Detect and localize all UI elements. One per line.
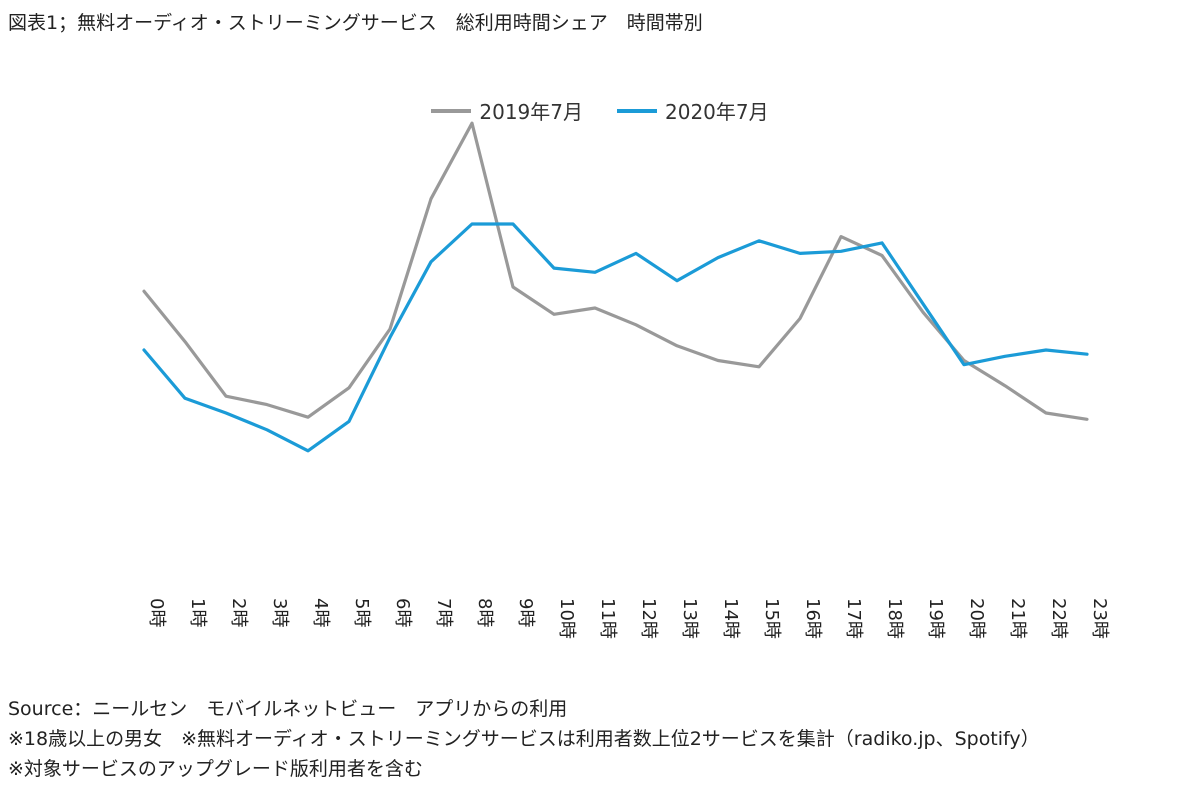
x-tick-label: 18時 (884, 598, 905, 639)
x-tick-label: 4時 (310, 598, 331, 627)
source-notes: Source：ニールセン モバイルネットビュー アプリからの利用 ※18歳以上の… (8, 694, 1040, 784)
series-line-0 (142, 121, 1089, 421)
x-tick-label: 0時 (146, 598, 167, 627)
x-tick-label: 9時 (515, 598, 536, 627)
x-tick-label: 5時 (351, 598, 372, 627)
source-note: Source：ニールセン モバイルネットビュー アプリからの利用 (8, 698, 568, 720)
x-tick-label: 20時 (966, 598, 987, 639)
respondent-note: ※18歳以上の男女 ※無料オーディオ・ストリーミングサービスは利用者数上位2サー… (8, 728, 1040, 750)
chart-title: 図表1；無料オーディオ・ストリーミングサービス 総利用時間シェア 時間帯別 (8, 12, 703, 34)
x-tick-label: 6時 (392, 598, 413, 627)
x-tick-label: 21時 (1007, 598, 1028, 639)
legend-item-2019: 2019年7月 (431, 96, 583, 125)
series-line-1 (142, 222, 1089, 453)
x-tick-label: 10時 (556, 598, 577, 639)
x-tick-label: 3時 (269, 598, 290, 627)
legend-label-2019: 2019年7月 (479, 100, 583, 124)
upgrade-note: ※対象サービスのアップグレード版利用者を含む (8, 758, 423, 780)
x-tick-label: 14時 (720, 598, 741, 639)
x-tick-label: 1時 (187, 598, 208, 627)
legend-swatch-2020 (617, 108, 657, 113)
legend-swatch-2019 (431, 108, 472, 113)
chart-legend: 2019年7月 2020年7月 (0, 96, 1200, 125)
legend-item-2020: 2020年7月 (617, 96, 769, 125)
x-tick-label: 12時 (638, 598, 659, 639)
x-tick-label: 11時 (597, 598, 618, 639)
legend-label-2020: 2020年7月 (665, 100, 769, 124)
x-tick-label: 13時 (679, 598, 700, 639)
x-tick-label: 2時 (228, 598, 249, 627)
x-tick-label: 15時 (761, 598, 782, 639)
x-tick-label: 22時 (1048, 598, 1069, 639)
x-tick-label: 17時 (843, 598, 864, 639)
x-tick-label: 7時 (433, 598, 454, 627)
x-tick-label: 16時 (802, 598, 823, 639)
x-tick-label: 8時 (474, 598, 495, 627)
x-tick-label: 23時 (1089, 598, 1110, 639)
x-tick-label: 19時 (925, 598, 946, 639)
